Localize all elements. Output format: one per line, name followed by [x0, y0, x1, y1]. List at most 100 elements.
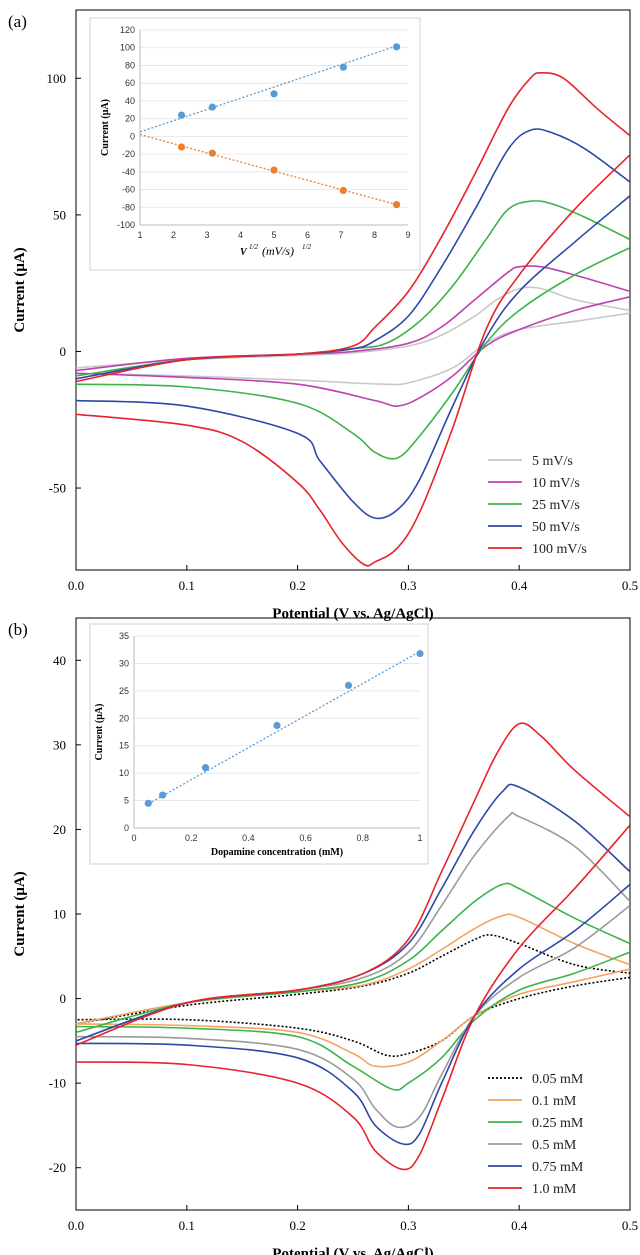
panel-label: (a) — [8, 12, 27, 31]
inset-data-point — [416, 649, 424, 658]
inset-y-tick-label: 80 — [125, 60, 135, 70]
series-line-reverse — [76, 824, 630, 1171]
x-axis-label: Potential (V vs. Ag/AgCl) — [272, 1246, 433, 1255]
x-tick-label: 0.1 — [179, 578, 195, 593]
inset-data-point — [159, 791, 167, 799]
inset-x-tick-label: 3 — [204, 230, 209, 240]
series-line-reverse — [76, 246, 630, 460]
inset-x-axis-unit: (mV/s) — [262, 244, 294, 258]
inset-x-tick-label: 1 — [137, 230, 142, 240]
inset-frame — [89, 623, 429, 865]
inset-data-point — [208, 103, 216, 111]
inset-y-tick-label: 120 — [120, 25, 135, 35]
y-tick-label: 40 — [53, 653, 66, 668]
inset-x-tick-label: 8 — [372, 230, 377, 240]
inset-y-tick-label: 5 — [124, 796, 129, 806]
y-tick-label: 20 — [53, 822, 66, 837]
inset-x-tick-label: 9 — [405, 230, 410, 240]
series-100-mV-s — [76, 71, 630, 567]
x-tick-label: 0.2 — [289, 578, 305, 593]
series-line-forward — [76, 265, 630, 372]
inset-x-axis-exponent: 1/2 — [249, 243, 258, 251]
inset-y-tick-label: -40 — [122, 167, 135, 177]
inset-frame — [89, 17, 421, 271]
series-1.0-mM — [76, 722, 630, 1171]
series-line-forward — [76, 722, 630, 1046]
x-tick-label: 0.4 — [511, 1218, 528, 1233]
inset-y-tick-label: 35 — [119, 631, 129, 641]
panel-b: (b)0.0 0.1 0.2 0.3 0.4 0.5-20-10010203040Pote… — [8, 617, 638, 1255]
x-tick-label: 0.2 — [289, 1218, 305, 1233]
inset-data-point — [208, 149, 216, 157]
inset-y-tick-label: -80 — [122, 202, 135, 212]
series-line-reverse — [76, 195, 630, 520]
series-line-reverse — [76, 883, 630, 1146]
inset-y-tick-label: 100 — [120, 43, 135, 53]
series-line-forward — [76, 71, 630, 383]
inset-x-tick-label: 0 — [131, 833, 136, 843]
panel-a: (a)0.0 0.1 0.2 0.3 0.4 0.5-50050100Potential … — [8, 9, 638, 622]
inset-x-tick-label: 6 — [305, 230, 310, 240]
y-tick-label: 0 — [60, 344, 67, 359]
inset-data-point — [393, 43, 401, 51]
y-tick-label: 50 — [53, 207, 66, 222]
legend-entry: 10 mV/s — [532, 476, 580, 491]
inset-data-point — [201, 764, 210, 772]
inset-y-tick-label: 20 — [119, 713, 129, 723]
x-tick-label: 0.4 — [511, 578, 528, 593]
inset-x-tick-label: 1 — [417, 833, 422, 843]
x-tick-label: 0.0 — [68, 1218, 84, 1233]
x-tick-label: 0.3 — [400, 578, 416, 593]
inset-data-point — [177, 143, 186, 151]
x-tick-label: 0.3 — [400, 1218, 416, 1233]
y-axis-label: Current (μA) — [12, 247, 28, 332]
series-5-mV-s — [76, 286, 630, 386]
inset-y-axis-label: Current (μA) — [94, 704, 105, 761]
inset-x-tick-label: 7 — [338, 230, 343, 240]
inset-y-tick-label: -100 — [117, 220, 135, 230]
series-line-forward — [76, 913, 630, 1025]
inset-y-tick-label: 60 — [125, 78, 135, 88]
inset-y-axis-label: Current (μA) — [100, 99, 111, 156]
series-0.05-mM — [76, 934, 630, 1058]
legend-entry: 0.05 mM — [532, 1072, 584, 1087]
inset-x-tick-label: 0.8 — [357, 833, 370, 843]
inset-x-axis-unit-exponent: 1/2 — [302, 243, 311, 251]
inset-x-axis-label: V — [240, 247, 248, 258]
plot-frame — [75, 9, 631, 571]
inset-data-point — [177, 111, 186, 119]
legend-entry: 50 mV/s — [532, 520, 580, 535]
inset-data-point — [339, 186, 347, 195]
legend-entry: 25 mV/s — [532, 498, 580, 513]
inset-x-tick-label: 0.4 — [242, 833, 255, 843]
inset-data-point — [270, 90, 278, 98]
inset-data-point — [270, 166, 278, 174]
series-line-forward — [76, 934, 630, 1025]
y-axis-label: Current (μA) — [12, 871, 28, 956]
panel-label: (b) — [8, 620, 28, 639]
series-line-reverse — [76, 951, 630, 1091]
inset-y-tick-label: 0 — [124, 823, 129, 833]
y-tick-label: -50 — [49, 481, 66, 496]
inset-y-tick-label: -60 — [122, 185, 135, 195]
series-line-reverse — [76, 904, 630, 1129]
inset-x-tick-label: 2 — [171, 230, 176, 240]
series-line-reverse — [76, 312, 630, 386]
inset-data-point — [344, 681, 353, 689]
inset-y-tick-label: 25 — [119, 686, 129, 696]
y-tick-label: -10 — [49, 1076, 66, 1091]
inset-data-point — [339, 63, 347, 71]
x-tick-label: 0.5 — [622, 1218, 638, 1233]
legend-entry: 0.75 mM — [532, 1160, 584, 1175]
y-tick-label: 10 — [53, 907, 66, 922]
legend-entry: 0.25 mM — [532, 1116, 584, 1131]
y-tick-label: 100 — [47, 71, 67, 86]
inset-y-tick-label: 0 — [130, 131, 135, 141]
inset-x-tick-label: 4 — [238, 230, 243, 240]
inset-x-tick-label: 0.6 — [299, 833, 312, 843]
series-line-reverse — [76, 154, 630, 567]
x-tick-label: 0.5 — [622, 578, 638, 593]
series-line-reverse — [76, 296, 630, 407]
inset-x-axis-label: Dopamine concentration (mM) — [211, 847, 343, 858]
